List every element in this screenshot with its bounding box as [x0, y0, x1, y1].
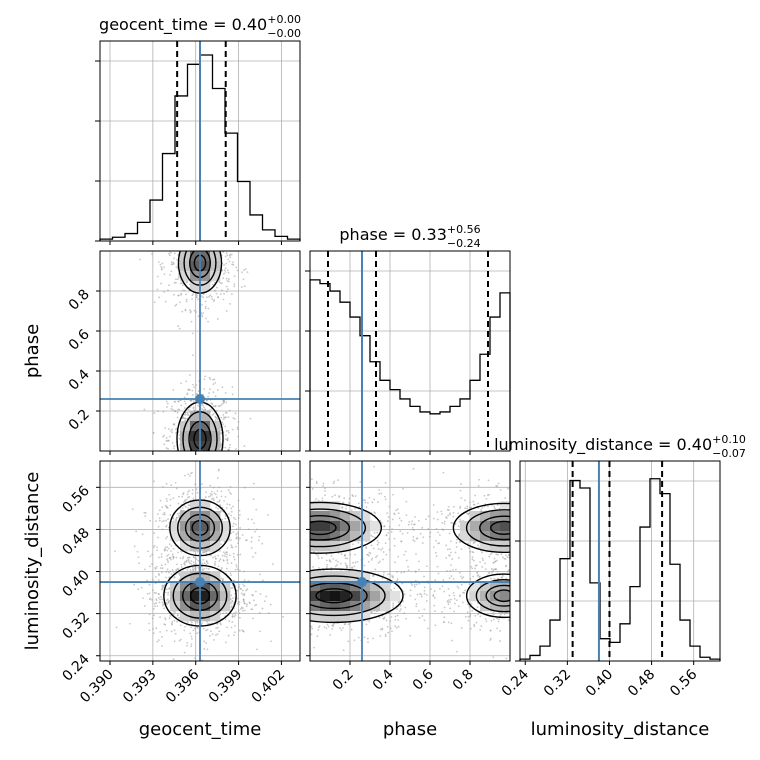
y-tick-label-luminosity_distance: 0.32 — [59, 609, 92, 642]
x-tick-label-geocent_time: 0.390 — [77, 667, 117, 707]
panel-border — [99, 460, 301, 662]
x-tick-label-phase: 0.2 — [330, 667, 357, 694]
y-tick-label-phase: 0.6 — [66, 326, 93, 353]
hist-luminosity_distance: luminosity_distance = 0.40+0.10−0.07 — [494, 433, 746, 665]
truth-marker — [195, 577, 205, 588]
y-tick-label-phase: 0.8 — [66, 287, 93, 314]
y-axis-label-phase: phase — [22, 324, 43, 378]
panel-border — [519, 460, 721, 662]
x-tick-label-geocent_time: 0.402 — [249, 667, 289, 707]
x-tick-label-luminosity_distance: 0.32 — [541, 667, 574, 700]
density-phase-luminosity_distance — [306, 460, 511, 665]
contour-line — [485, 584, 510, 607]
contour-line — [479, 515, 510, 541]
contour-line — [310, 582, 368, 610]
truth-marker — [357, 577, 367, 588]
contour-line — [310, 575, 386, 617]
scatter-points — [114, 468, 284, 661]
y-tick-label-luminosity_distance: 0.48 — [59, 525, 92, 558]
panel-border — [99, 250, 301, 452]
panel-border — [309, 250, 511, 452]
y-axis-label-luminosity_distance: luminosity_distance — [22, 472, 43, 651]
density-geocent_time-phase — [96, 250, 301, 455]
contour-line — [465, 573, 510, 619]
x-tick-label-geocent_time: 0.393 — [120, 667, 160, 707]
y-tick-label-phase: 0.2 — [66, 407, 93, 434]
histogram-step — [309, 279, 511, 451]
contour-line — [310, 568, 404, 624]
density-cells — [170, 501, 231, 622]
scatter-points — [310, 465, 510, 660]
panel-border — [99, 40, 301, 242]
y-tick-label-phase: 0.4 — [66, 366, 93, 393]
x-axis-label-geocent_time: geocent_time — [139, 719, 262, 740]
panel-title-lower-phase: −0.24 — [447, 237, 481, 250]
x-tick-label-phase: 0.8 — [450, 667, 477, 694]
contour-line — [310, 515, 351, 541]
panel-title-lower-luminosity_distance: −0.07 — [712, 447, 746, 460]
panel-title-lower-geocent_time: −0.00 — [267, 27, 301, 40]
x-tick-label-geocent_time: 0.396 — [163, 666, 203, 706]
panel-title-phase: phase = 0.33+0.56 — [339, 223, 480, 244]
x-tick-label-phase: 0.6 — [410, 666, 437, 693]
density-geocent_time-luminosity_distance — [96, 460, 301, 665]
contour-line — [465, 509, 510, 547]
x-tick-label-luminosity_distance: 0.40 — [583, 667, 616, 700]
panel-border — [309, 460, 511, 662]
contour-line — [310, 508, 367, 548]
truth-marker — [195, 394, 205, 404]
contour-line — [452, 502, 510, 553]
contour-line — [310, 501, 383, 554]
panel-title-geocent_time: geocent_time = 0.40+0.00 — [99, 13, 301, 35]
contours — [310, 501, 510, 624]
x-tick-label-luminosity_distance: 0.48 — [625, 667, 658, 700]
contour-line — [315, 588, 353, 604]
contour-line — [310, 520, 337, 536]
hist-geocent_time: geocent_time = 0.40+0.00−0.00 — [95, 13, 301, 245]
x-axis-label-luminosity_distance: luminosity_distance — [531, 719, 710, 740]
panel-title-luminosity_distance: luminosity_distance = 0.40+0.10 — [494, 433, 746, 455]
contour-line — [493, 589, 510, 603]
x-tick-label-luminosity_distance: 0.56 — [667, 666, 700, 699]
hist-phase: phase = 0.33+0.56−0.24 — [305, 223, 511, 455]
histogram-step — [519, 478, 721, 661]
x-tick-label-phase: 0.4 — [370, 666, 397, 693]
x-axis-label-phase: phase — [383, 719, 437, 740]
x-tick-label-geocent_time: 0.399 — [206, 667, 246, 707]
contour-line — [490, 520, 510, 535]
scatter-points — [138, 251, 252, 451]
contour-line — [475, 579, 510, 613]
y-tick-label-luminosity_distance: 0.24 — [59, 651, 92, 684]
y-tick-label-luminosity_distance: 0.56 — [59, 483, 92, 516]
y-tick-label-luminosity_distance: 0.40 — [59, 567, 92, 600]
x-tick-label-luminosity_distance: 0.24 — [499, 666, 532, 699]
density-cells — [310, 501, 510, 622]
